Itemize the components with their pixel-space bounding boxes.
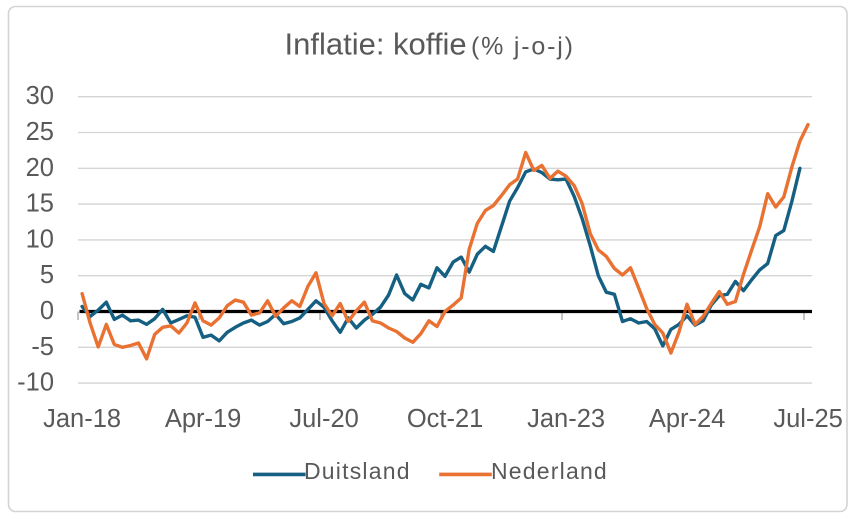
svg-text:25: 25	[26, 118, 54, 146]
svg-text:Jan-23: Jan-23	[527, 405, 605, 433]
svg-text:-10: -10	[17, 369, 54, 397]
svg-text:Oct-21: Oct-21	[407, 405, 484, 433]
svg-text:Inflatie: koffie: Inflatie: koffie	[285, 27, 467, 62]
svg-text:Nederland: Nederland	[491, 458, 608, 484]
svg-text:Jul-20: Jul-20	[289, 405, 358, 433]
svg-text:Apr-24: Apr-24	[649, 405, 726, 433]
svg-text:30: 30	[26, 82, 54, 110]
svg-text:20: 20	[26, 154, 54, 182]
svg-text:10: 10	[26, 225, 54, 253]
svg-text:15: 15	[26, 190, 54, 218]
svg-text:Apr-19: Apr-19	[165, 405, 242, 433]
svg-text:Jan-18: Jan-18	[43, 405, 121, 433]
svg-text:0: 0	[40, 297, 54, 325]
svg-text:5: 5	[40, 261, 54, 289]
svg-text:-5: -5	[31, 333, 54, 361]
svg-text:Jul-25: Jul-25	[773, 405, 842, 433]
svg-text:Duitsland: Duitsland	[304, 458, 411, 484]
svg-text:(% j-o-j): (% j-o-j)	[471, 33, 575, 61]
